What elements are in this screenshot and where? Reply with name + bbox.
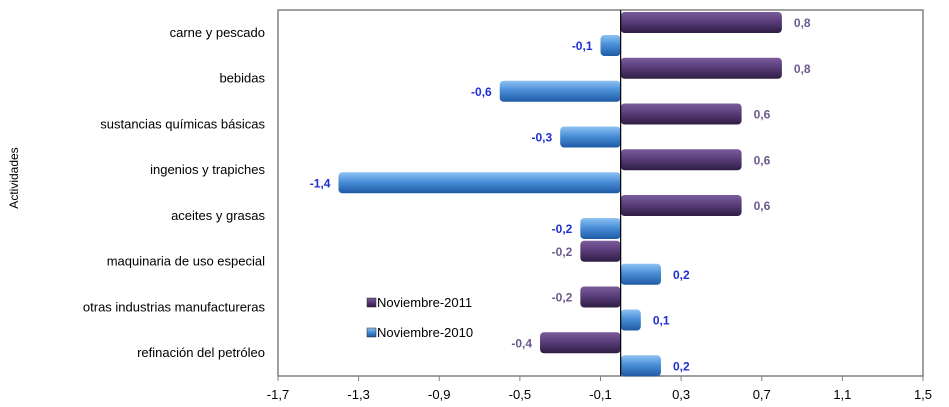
bar-2011 — [620, 57, 782, 79]
bar-2011 — [620, 12, 782, 33]
data-label-2010: 0,1 — [653, 314, 670, 328]
bar-2010 — [560, 126, 621, 148]
category-label: sustancias químicas básicas — [100, 116, 265, 131]
category-labels: carne y pescado bebidas sustancias química… — [83, 25, 266, 360]
x-tick-label: 1,5 — [914, 387, 932, 402]
bar-2010 — [620, 355, 661, 377]
data-label-2011: -0,2 — [552, 291, 573, 305]
data-label-2010: -0,2 — [552, 222, 573, 236]
x-tick-label: -0,9 — [428, 387, 450, 402]
bar-2010 — [600, 35, 621, 56]
x-axis-ticks: -1,7 -1,3 -0,9 -0,5 -0,1 0,3 0,7 1,1 1,5 — [267, 376, 932, 402]
data-label-2011: 0,6 — [754, 199, 771, 213]
y-axis-label: Actividades — [7, 147, 21, 208]
plot-area: 0,8 -0,1 0,8 -0,6 0,6 -0,3 0,6 -1,4 0,6 -0,2 -0,2 0… — [277, 9, 924, 377]
bar-2011 — [620, 103, 742, 125]
bar-2010 — [499, 80, 621, 102]
category-label: refinación del petróleo — [137, 345, 265, 360]
bar-2011 — [580, 240, 621, 262]
x-tick-label: -0,1 — [589, 387, 611, 402]
x-tick-label: 0,3 — [672, 387, 690, 402]
data-label-2011: 0,8 — [794, 62, 811, 76]
bar-2010 — [620, 263, 661, 285]
category-label: bebidas — [219, 71, 265, 86]
bar-2010 — [338, 172, 621, 194]
x-tick-label: -1,3 — [347, 387, 369, 402]
data-label-2010: 0,2 — [673, 359, 690, 373]
bar-2011 — [620, 195, 742, 216]
legend-swatch-2011 — [366, 297, 377, 308]
category-label: aceites y grasas — [171, 208, 265, 223]
x-tick-label: -0,5 — [509, 387, 531, 402]
data-label-2011: -0,4 — [511, 336, 532, 350]
legend: Noviembre-2011 Noviembre-2010 — [366, 295, 473, 340]
legend-item-2011: Noviembre-2011 — [366, 295, 472, 310]
legend-item-2010: Noviembre-2010 — [366, 325, 473, 340]
legend-label-2011: Noviembre-2011 — [377, 295, 472, 310]
legend-label-2010: Noviembre-2010 — [377, 325, 473, 340]
bar-2010 — [580, 218, 621, 239]
data-label-2010: -1,4 — [310, 176, 331, 190]
data-label-2010: -0,3 — [532, 131, 553, 145]
data-label-2011: 0,6 — [754, 153, 771, 167]
category-label: carne y pescado — [170, 25, 265, 40]
data-label-2010: -0,6 — [471, 85, 492, 99]
data-label-2011: -0,2 — [552, 245, 573, 259]
data-label-2011: 0,8 — [794, 16, 811, 30]
x-tick-label: 1,1 — [833, 387, 851, 402]
legend-swatch-2010 — [366, 327, 377, 338]
category-label: otras industrias manufactureras — [83, 299, 266, 314]
bar-2010 — [620, 309, 641, 331]
bar-2011 — [540, 332, 621, 354]
x-tick-label: 0,7 — [753, 387, 771, 402]
data-label-2010: 0,2 — [673, 268, 690, 282]
category-label: ingenios y trapiches — [150, 162, 265, 177]
data-label-2011: 0,6 — [754, 108, 771, 122]
bar-2011 — [580, 286, 621, 308]
bar-2011 — [620, 149, 742, 171]
category-label: maquinaria de uso especial — [107, 254, 265, 269]
x-tick-label: -1,7 — [267, 387, 289, 402]
data-label-2010: -0,1 — [572, 39, 593, 53]
